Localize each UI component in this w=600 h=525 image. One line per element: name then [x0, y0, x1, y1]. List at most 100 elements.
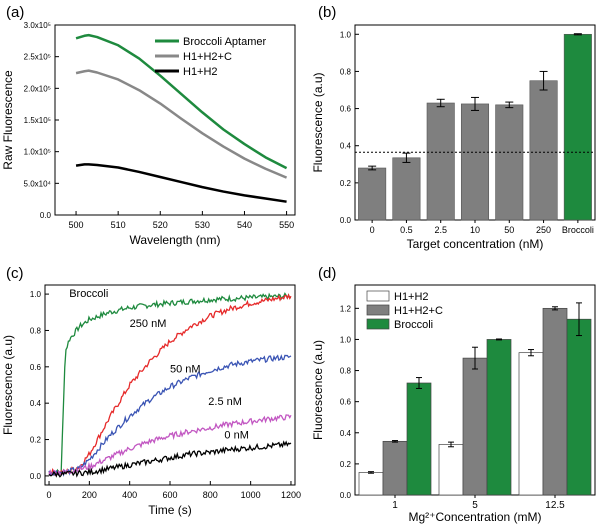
d-bar-1-0 — [382, 440, 408, 496]
a-y-tick-label: 2.0x10⁵ — [24, 84, 51, 93]
d-x-tick-label: 5 — [472, 500, 478, 511]
d-legend-swatch-1 — [366, 304, 390, 316]
d-x-axis-label: Mg²⁺Concentration (mM) — [408, 510, 541, 524]
b-y-tick-label: 0.8 — [340, 67, 352, 76]
d-y-tick-label: 1.2 — [340, 304, 352, 313]
a-y-tick-label: 1.0x10⁵ — [24, 148, 51, 157]
a-series-line-2 — [75, 163, 287, 203]
b-bar-0 — [358, 167, 387, 221]
b-y-tick-label: 1.0 — [340, 30, 352, 39]
d-x-tick-label: 1 — [392, 500, 398, 511]
d-y-tick-label: 0.2 — [340, 460, 352, 469]
a-legend-label-0: Broccoli Aptamer — [183, 36, 266, 48]
d-bar-1-1 — [462, 357, 488, 496]
a-y-axis-label: Raw Fluorescence — [1, 70, 15, 170]
panel-b-chart: 0.0 0.2 0.4 0.6 0.8 1.0 Fluorescence (a.u) 0 0.5… — [311, 24, 596, 251]
b-bar-4 — [495, 104, 524, 221]
b-x-axis-label: Target concentration (nM) — [407, 237, 544, 251]
a-y-tick-label: 3.0x10⁵ — [24, 21, 51, 30]
b-y-axis-label: Fluorescence (a.u) — [311, 72, 325, 172]
a-legend-label-1: H1+H2+C — [183, 51, 232, 63]
d-legend-label-1: H1+H2+C — [394, 305, 443, 317]
c-x-tick-label: 200 — [82, 490, 97, 500]
b-y-tick-label: 0.6 — [340, 105, 352, 114]
c-series-line-2 — [48, 354, 292, 477]
b-bar-2 — [426, 102, 455, 221]
a-plot-frame — [54, 24, 296, 216]
d-legend-label-2: Broccoli — [394, 319, 433, 331]
d-legend-swatch-0 — [366, 290, 390, 302]
c-x-tick-label: 1000 — [241, 490, 261, 500]
c-x-tick-label: 400 — [122, 490, 137, 500]
d-bar-1-2 — [542, 307, 568, 496]
d-y-tick-label: 0.8 — [340, 367, 352, 376]
d-bar-2-2 — [566, 318, 592, 496]
c-x-axis-label: Time (s) — [148, 503, 192, 517]
b-y-tick-label: 0.2 — [340, 179, 352, 188]
panel-a-chart: 500 510 520 530 540 550 Wavelength (nm) 0.0 5.0x… — [1, 21, 296, 247]
a-y-tick-label: 2.5x10⁵ — [24, 53, 51, 62]
a-x-axis-label: Wavelength (nm) — [130, 233, 221, 247]
b-x-tick-label: 50 — [504, 225, 514, 235]
c-x-tick-label: 600 — [162, 490, 177, 500]
c-y-axis-label: Fluorescence (a.u) — [1, 335, 15, 435]
a-x-tick-label: 530 — [195, 220, 210, 230]
d-y-tick-label: 0.4 — [340, 429, 352, 438]
b-bar-1 — [392, 157, 421, 221]
c-x-tick-label: 1200 — [281, 490, 301, 500]
d-bar-0-2 — [518, 352, 544, 496]
a-series-line-0 — [75, 33, 288, 170]
c-y-tick-label: 0.4 — [30, 399, 42, 408]
d-bar-0-1 — [438, 444, 464, 496]
b-x-tick-label: 0 — [370, 225, 375, 235]
c-annotation-2: 50 nM — [170, 363, 201, 375]
c-y-tick-label: 0.0 — [30, 472, 42, 481]
d-y-tick-label: 0.0 — [340, 491, 352, 500]
c-series-line-4 — [48, 440, 292, 478]
a-x-tick-label: 510 — [111, 220, 126, 230]
c-y-tick-label: 1.0 — [30, 290, 42, 299]
d-y-tick-label: 1.0 — [340, 335, 352, 344]
d-y-tick-label: 0.6 — [340, 398, 352, 407]
a-y-tick-label: 5.0x10⁴ — [24, 179, 52, 188]
a-y-tick-label: 0.0 — [40, 211, 52, 220]
c-annotation-1: 250 nM — [130, 318, 167, 330]
a-legend-label-2: H1+H2 — [183, 66, 218, 78]
panel-c-chart: 0 200 400 600 800 1000 1200 Time (s) 0.0 0.2 0.4 0.… — [1, 284, 301, 517]
b-x-tick-label: 2.5 — [434, 225, 447, 235]
b-bar-6 — [563, 33, 592, 221]
d-bar-2-1 — [486, 339, 512, 496]
a-x-tick-label: 500 — [69, 220, 84, 230]
c-annotation-4: 0 nM — [224, 430, 248, 442]
c-plot-frame — [44, 284, 296, 486]
a-series-line-1 — [75, 69, 288, 179]
d-x-tick-label: 12.5 — [545, 500, 565, 511]
c-y-tick-label: 0.2 — [30, 436, 42, 445]
c-x-tick-label: 800 — [203, 490, 218, 500]
panel-tag-c: (c) — [6, 265, 24, 282]
b-y-tick-label: 0.4 — [340, 142, 352, 151]
a-x-tick-label: 540 — [237, 220, 252, 230]
d-legend-swatch-2 — [366, 318, 390, 330]
d-y-axis-label: Fluorescence (a.u) — [311, 340, 325, 440]
b-bar-5 — [529, 80, 558, 221]
b-x-tick-label: Broccoli — [562, 225, 594, 235]
b-x-tick-label: 250 — [536, 225, 551, 235]
d-bar-0-0 — [358, 472, 384, 496]
c-series-line-3 — [48, 414, 292, 477]
c-series-line-1 — [48, 293, 292, 477]
b-y-tick-label: 0.0 — [340, 216, 352, 225]
d-bar-2-0 — [406, 382, 432, 496]
c-x-tick-label: 0 — [47, 490, 52, 500]
b-bar-3 — [460, 103, 490, 221]
panel-tag-a: (a) — [6, 4, 24, 21]
b-x-tick-label: 0.5 — [400, 225, 413, 235]
c-annotation-0: Broccoli — [69, 288, 108, 300]
a-y-tick-label: 1.5x10⁵ — [24, 116, 51, 125]
a-x-tick-label: 550 — [279, 220, 294, 230]
d-legend-label-0: H1+H2 — [394, 291, 429, 303]
a-x-tick-label: 520 — [153, 220, 168, 230]
c-annotation-3: 2.5 nM — [208, 396, 242, 408]
c-y-tick-label: 0.6 — [30, 363, 42, 372]
